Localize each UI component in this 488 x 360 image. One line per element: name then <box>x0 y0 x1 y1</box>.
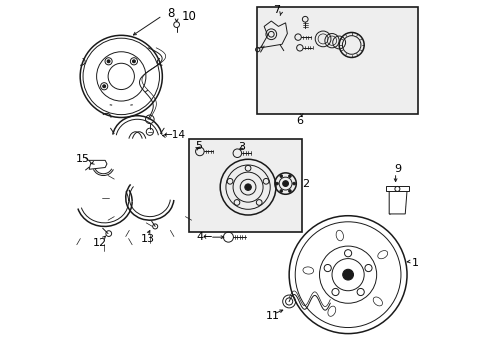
Circle shape <box>132 60 135 63</box>
Circle shape <box>282 181 288 186</box>
Text: 15: 15 <box>76 154 90 164</box>
Bar <box>189 139 301 232</box>
Circle shape <box>288 175 291 177</box>
Text: 2: 2 <box>301 179 308 189</box>
Text: 4←: 4← <box>196 232 212 242</box>
Circle shape <box>102 85 105 88</box>
Circle shape <box>107 60 110 63</box>
Ellipse shape <box>372 297 382 306</box>
Circle shape <box>342 269 353 280</box>
Bar <box>257 7 417 114</box>
Ellipse shape <box>377 251 387 259</box>
Text: 7: 7 <box>272 5 280 15</box>
Text: 6: 6 <box>296 116 303 126</box>
Polygon shape <box>385 186 408 192</box>
Text: 11: 11 <box>265 311 279 321</box>
Text: 9: 9 <box>393 164 400 174</box>
Ellipse shape <box>335 230 343 241</box>
Circle shape <box>279 175 282 177</box>
Text: 5: 5 <box>195 141 202 151</box>
Text: 12: 12 <box>93 238 107 248</box>
Text: 10: 10 <box>182 10 196 23</box>
Circle shape <box>244 184 251 190</box>
Polygon shape <box>388 190 406 214</box>
Circle shape <box>279 190 282 193</box>
Text: 8: 8 <box>167 8 175 21</box>
Ellipse shape <box>327 306 335 316</box>
Circle shape <box>275 182 278 185</box>
Text: ←14: ←14 <box>163 130 185 140</box>
Circle shape <box>292 182 295 185</box>
Text: 3: 3 <box>238 142 244 152</box>
Text: 1: 1 <box>411 258 418 268</box>
Ellipse shape <box>303 267 313 274</box>
Circle shape <box>288 190 291 193</box>
Text: 13: 13 <box>141 234 155 244</box>
